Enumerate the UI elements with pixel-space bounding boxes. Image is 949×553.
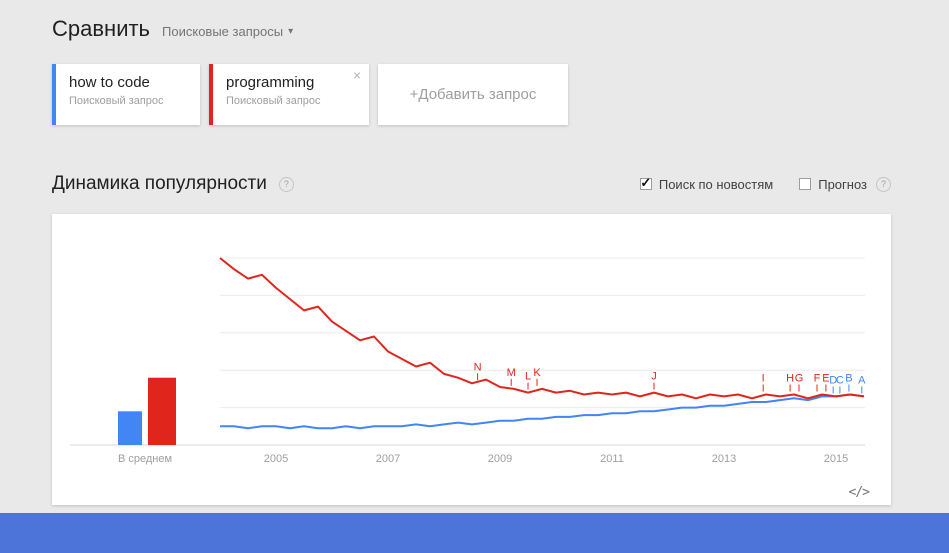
x-tick-label: 2009 — [488, 453, 512, 465]
check-icon: ✓ — [640, 175, 652, 190]
annotation-letter[interactable]: J — [651, 371, 657, 383]
compare-type-label: Поисковые запросы — [162, 24, 284, 39]
annotation-letter[interactable]: M — [507, 367, 516, 379]
forecast-checkbox-label: Прогноз — [818, 176, 867, 192]
query-type-label: Поисковый запрос — [69, 95, 164, 107]
x-tick-label: 2013 — [712, 453, 736, 465]
annotation-letter[interactable]: A — [858, 374, 866, 386]
trends-chart: N M L K J I H G F E DC B A 2005 2007 2009 2011 2013 2015 В … — [70, 257, 866, 465]
avg-label: В среднем — [118, 453, 172, 465]
chevron-down-icon: ▾ — [288, 26, 294, 37]
annotation-letter[interactable]: C — [836, 374, 844, 386]
x-tick-label: 2005 — [264, 453, 288, 465]
annotation-letter[interactable]: D — [829, 374, 837, 386]
news-checkbox-label: Поиск по новостям — [658, 176, 774, 192]
forecast-checkbox[interactable]: ✓ — [799, 178, 812, 190]
annotation-letter[interactable]: B — [845, 373, 852, 385]
x-tick-label: 2011 — [600, 453, 624, 465]
annotation-letter[interactable]: H — [786, 373, 794, 385]
section-title: Динамика популярности — [52, 173, 267, 194]
series-line-1 — [219, 257, 865, 400]
annotation-letter[interactable]: I — [762, 373, 765, 385]
query-card-how-to-code[interactable]: how to code Поисковый запрос — [52, 64, 200, 125]
avg-bar-0 — [118, 411, 142, 445]
annotation-letter[interactable]: F — [814, 373, 821, 385]
trends-chart-card: N M L K J I H G F E D C B A 2005 2007 2009 2011 2013 2015 В … — [52, 214, 891, 505]
add-query-button[interactable]: +Добавить запрос — [378, 64, 568, 125]
annotation-letter[interactable]: L — [525, 371, 531, 383]
annotation-letter[interactable]: E — [822, 373, 829, 385]
query-label: how to code — [69, 74, 150, 91]
query-label: programming — [226, 74, 315, 91]
annotation-letter[interactable]: K — [533, 367, 541, 379]
help-icon[interactable]: ? — [876, 176, 891, 192]
forecast-toggle[interactable]: ✓ Прогноз — [799, 177, 867, 192]
section-header: Динамика популярности ? ✓ Поиск по новос… — [52, 173, 891, 195]
query-row: how to code Поисковый запрос programming… — [52, 64, 568, 125]
close-icon[interactable]: × — [352, 67, 361, 83]
x-tick-label: 2007 — [376, 453, 400, 465]
query-card-programming[interactable]: programming Поисковый запрос × — [209, 64, 369, 125]
footer-band — [0, 513, 949, 553]
embed-icon[interactable]: </> — [848, 485, 871, 500]
news-checkbox[interactable]: ✓ — [639, 175, 652, 190]
header: Сравнить Поисковые запросы ▾ — [52, 16, 293, 42]
avg-bar-1 — [148, 377, 176, 445]
annotation-letter[interactable]: N — [474, 361, 482, 373]
series-line-0 — [220, 393, 865, 430]
query-type-label: Поисковый запрос — [226, 95, 321, 107]
news-search-toggle[interactable]: ✓ Поиск по новостям — [639, 175, 774, 192]
help-icon[interactable]: ? — [278, 176, 294, 192]
x-tick-label: 2015 — [824, 453, 848, 465]
annotation-letter[interactable]: G — [795, 373, 804, 385]
page-title: Сравнить — [52, 16, 151, 41]
compare-type-dropdown[interactable]: Поисковые запросы ▾ — [162, 24, 293, 39]
add-query-label: +Добавить запрос — [409, 86, 537, 103]
